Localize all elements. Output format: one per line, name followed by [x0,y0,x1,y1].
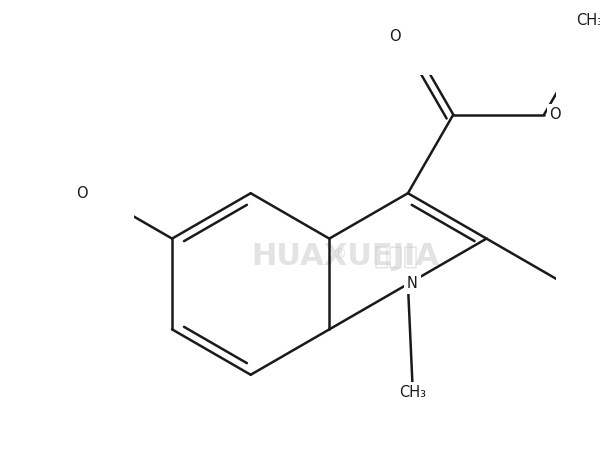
Text: O: O [76,186,88,201]
Text: HUAXUEJIA: HUAXUEJIA [251,242,439,271]
Text: ®: ® [332,248,346,262]
Text: O: O [389,29,401,43]
Text: CH₃: CH₃ [399,385,426,400]
Text: 化学加: 化学加 [373,245,418,269]
Text: CH₃: CH₃ [576,13,600,28]
Text: N: N [407,276,418,291]
Text: O: O [550,107,561,122]
